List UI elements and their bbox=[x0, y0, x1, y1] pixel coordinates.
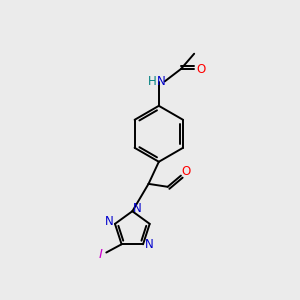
Text: N: N bbox=[145, 238, 153, 251]
Text: O: O bbox=[182, 165, 191, 178]
Text: I: I bbox=[99, 248, 103, 261]
Text: N: N bbox=[157, 75, 165, 88]
Text: O: O bbox=[196, 62, 205, 76]
Text: H: H bbox=[148, 75, 157, 88]
Text: N: N bbox=[105, 215, 114, 228]
Text: N: N bbox=[133, 202, 142, 215]
